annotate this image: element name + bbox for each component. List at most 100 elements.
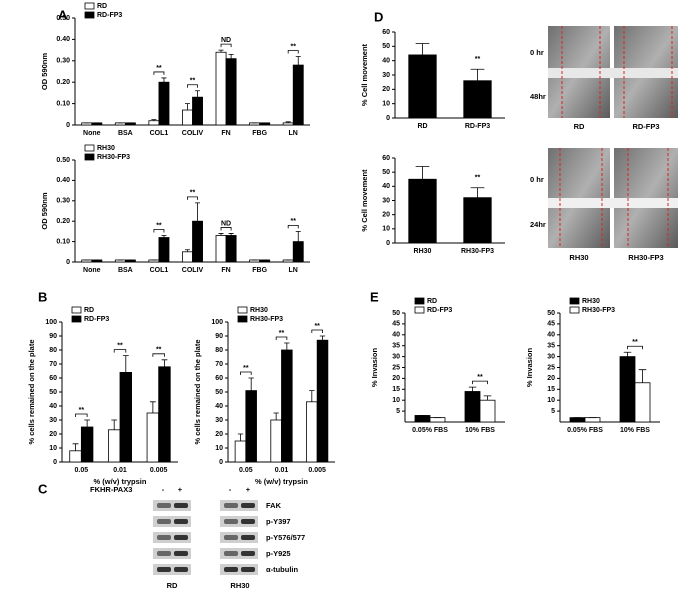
error-bar <box>161 77 167 83</box>
y-tick-label: 35 <box>392 343 400 350</box>
y-tick-label: 60 <box>215 375 223 382</box>
y-tick-label: 50 <box>547 310 555 317</box>
error-bar <box>218 233 224 236</box>
error-bar <box>623 351 632 357</box>
bar <box>234 440 247 463</box>
legend-label: RH30-FP3 <box>97 154 130 161</box>
y-tick-label: 10 <box>547 397 555 404</box>
panel-letter: D <box>374 9 383 24</box>
bar <box>270 419 282 463</box>
y-tick-label: 90 <box>49 333 57 340</box>
bar <box>463 197 492 244</box>
panel-letter: E <box>370 289 379 304</box>
y-tick-label: 25 <box>392 364 400 371</box>
error-bar <box>470 187 485 198</box>
error-bar <box>319 335 326 341</box>
x-tick-label: 0.01 <box>113 467 127 474</box>
significance-bracket <box>113 349 127 353</box>
protein-label: p-Y576/577 <box>266 533 305 542</box>
bar <box>464 391 481 423</box>
y-tick-label: 0.50 <box>56 157 70 164</box>
wound-gap <box>548 68 678 78</box>
annotation: ** <box>79 407 85 414</box>
y-tick-label: 20 <box>215 431 223 438</box>
x-tick-label: RH30 <box>414 248 432 255</box>
significance-bracket <box>187 84 198 88</box>
y-tick-label: 60 <box>382 155 390 162</box>
x-tick-label: FBG <box>252 130 267 137</box>
x-tick-label: RH30-FP3 <box>461 248 494 255</box>
error-bar <box>184 103 190 111</box>
protein-label: p-Y925 <box>266 549 291 558</box>
bar <box>634 382 651 423</box>
y-axis-label: % Cell movement <box>360 43 369 106</box>
bar <box>316 339 329 463</box>
y-axis-label: % Cell movement <box>360 169 369 232</box>
significance-bracket <box>187 196 198 200</box>
legend-swatch <box>414 306 425 314</box>
legend-swatch <box>71 306 82 314</box>
x-tick-label: 0.05 <box>75 467 89 474</box>
error-bar <box>228 233 234 236</box>
x-axis-label: % (w/v) trypsin <box>255 477 308 486</box>
bar <box>192 220 203 263</box>
significance-bracket <box>152 353 165 357</box>
y-tick-label: 40 <box>382 58 390 65</box>
bar <box>619 356 636 423</box>
bar <box>584 417 601 423</box>
bar <box>479 399 496 423</box>
time-label: 0 hr <box>530 48 544 57</box>
blot-band <box>174 503 188 508</box>
annotation: ND <box>221 37 231 44</box>
error-bar <box>295 231 301 242</box>
x-tick-label: COLIV <box>182 267 204 274</box>
lane-label: + <box>246 485 251 494</box>
y-tick-label: 30 <box>382 72 390 79</box>
legend-swatch <box>71 315 82 323</box>
blot-band <box>174 535 188 540</box>
image-label: RD <box>574 122 585 131</box>
significance-bracket <box>287 225 299 229</box>
legend-label: RH30 <box>97 145 115 152</box>
y-tick-label: 10 <box>392 397 400 404</box>
y-tick-label: 50 <box>382 43 390 50</box>
y-tick-label: 30 <box>392 353 400 360</box>
y-tick-label: 15 <box>547 386 555 393</box>
bar <box>108 429 121 463</box>
significance-bracket <box>220 43 232 48</box>
y-tick-label: 30 <box>49 417 57 424</box>
annotation: ** <box>190 190 196 197</box>
blot-strip <box>220 500 258 511</box>
y-tick-label: 30 <box>382 197 390 204</box>
error-bar <box>161 359 168 367</box>
time-label: 0 hr <box>530 175 544 184</box>
blot-band <box>157 503 171 508</box>
bar <box>282 122 294 126</box>
chart: 0 0.10 0.20 0.30 0.40 0.50 OD 590nm None BSA COL1… <box>40 144 310 274</box>
y-tick-label: 30 <box>547 353 555 360</box>
blot-strip <box>153 564 191 575</box>
bar <box>429 417 446 423</box>
y-tick-label: 80 <box>215 347 223 354</box>
y-axis-label: % cells remained on the plate <box>193 339 202 444</box>
legend-swatch <box>84 2 95 10</box>
western-blot: FKHR-PAX3 - + - + FAK p-Y397 p-Y576/577 p-Y… <box>90 485 305 590</box>
bar <box>225 58 237 126</box>
x-tick-label: FN <box>221 267 230 274</box>
bar <box>292 241 304 263</box>
error-bar <box>415 166 430 180</box>
y-axis-label: % Invasion <box>370 347 379 387</box>
y-tick-label: 5 <box>396 408 400 415</box>
image-label: RH30 <box>569 253 588 262</box>
y-tick-label: 45 <box>392 321 400 328</box>
annotation: ND <box>221 220 231 227</box>
significance-bracket <box>153 229 165 233</box>
bar <box>148 120 160 126</box>
y-tick-label: 100 <box>45 319 57 326</box>
x-tick-label: 0.05 <box>239 467 253 474</box>
error-bar <box>111 419 118 430</box>
y-tick-label: 70 <box>49 361 57 368</box>
significance-bracket <box>472 380 488 385</box>
